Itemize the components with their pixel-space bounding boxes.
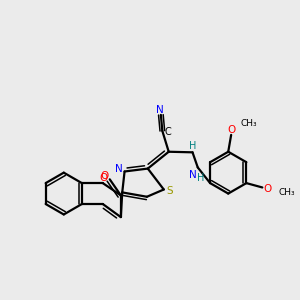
Text: N: N [115, 164, 123, 174]
Text: N: N [189, 170, 196, 180]
Text: O: O [228, 125, 236, 135]
Text: H: H [197, 173, 204, 184]
Text: CH₃: CH₃ [278, 188, 295, 197]
Text: S: S [167, 186, 173, 196]
Text: O: O [100, 171, 109, 182]
Text: O: O [100, 173, 108, 183]
Text: O: O [263, 184, 272, 194]
Text: H: H [189, 141, 196, 151]
Text: CH₃: CH₃ [240, 119, 257, 128]
Text: N: N [156, 105, 164, 115]
Text: C: C [164, 127, 171, 137]
